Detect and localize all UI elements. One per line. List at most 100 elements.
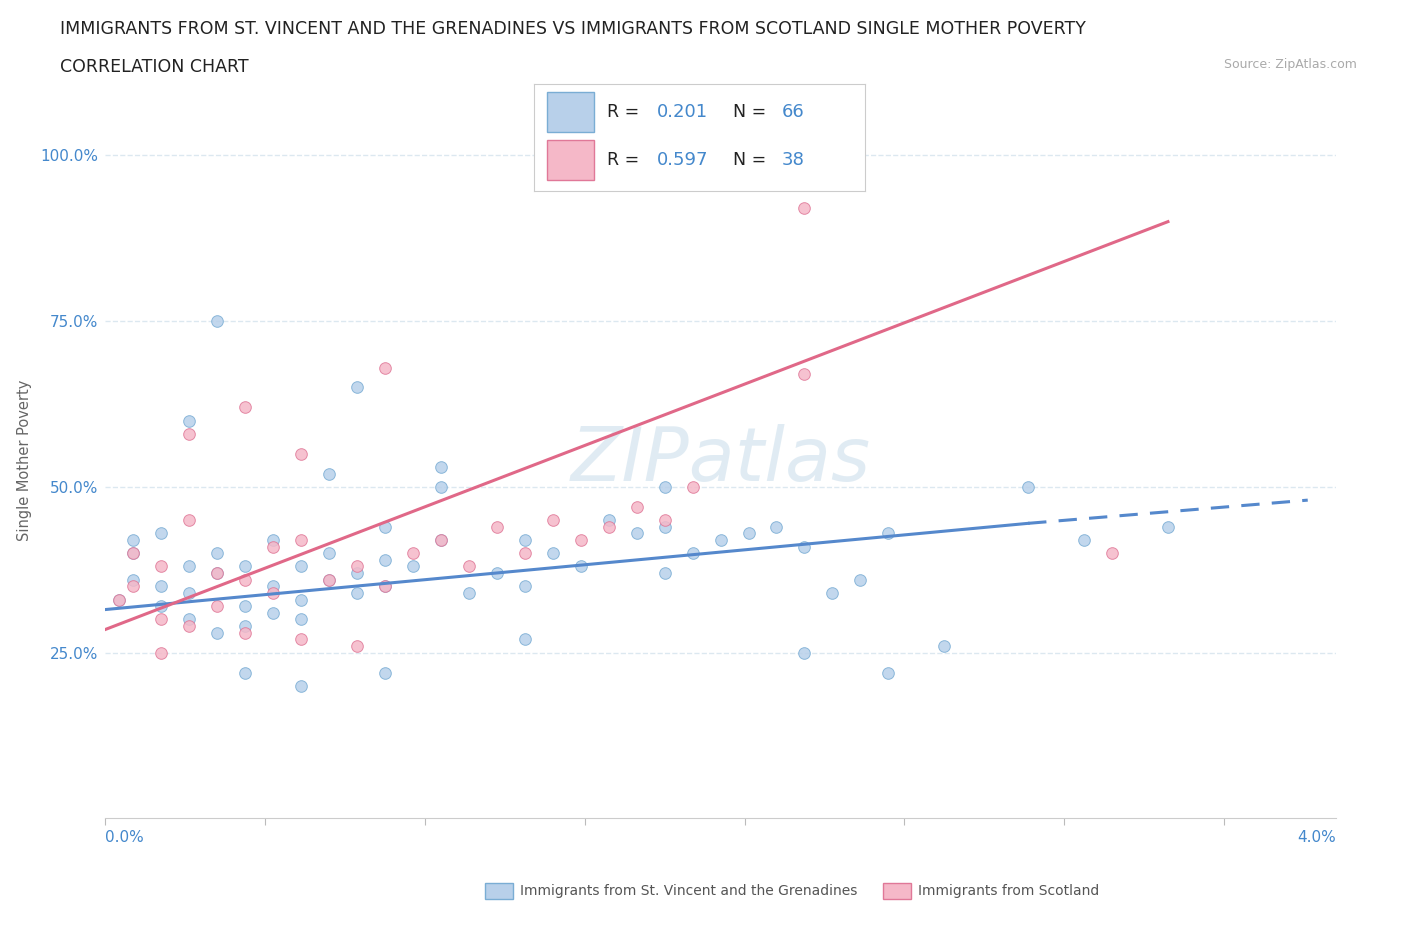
Point — [821, 586, 844, 601]
Point — [290, 592, 312, 607]
Point — [233, 559, 256, 574]
Point — [290, 446, 312, 461]
Point — [569, 559, 592, 574]
Point — [430, 459, 453, 474]
Point — [207, 599, 229, 614]
Point — [710, 533, 733, 548]
Point — [569, 533, 592, 548]
Point — [513, 546, 536, 561]
Text: 4.0%: 4.0% — [1296, 830, 1336, 844]
FancyBboxPatch shape — [547, 140, 593, 180]
Text: ZIPatlas: ZIPatlas — [571, 424, 870, 497]
Point — [262, 539, 284, 554]
Point — [233, 665, 256, 680]
Point — [513, 578, 536, 593]
Text: Immigrants from St. Vincent and the Grenadines: Immigrants from St. Vincent and the Gren… — [520, 884, 858, 898]
Point — [654, 519, 676, 534]
Point — [150, 525, 173, 540]
Point — [290, 678, 312, 693]
Point — [1073, 533, 1095, 548]
Point — [318, 572, 340, 587]
Point — [179, 612, 201, 627]
Point — [122, 546, 145, 561]
Point — [430, 480, 453, 495]
Point — [485, 565, 508, 580]
Y-axis label: Single Mother Poverty: Single Mother Poverty — [17, 379, 32, 541]
Point — [485, 519, 508, 534]
Point — [877, 525, 900, 540]
Point — [150, 612, 173, 627]
Text: 0.0%: 0.0% — [105, 830, 145, 844]
Point — [150, 559, 173, 574]
Point — [849, 572, 872, 587]
Point — [207, 546, 229, 561]
Point — [654, 480, 676, 495]
Point — [877, 665, 900, 680]
Point — [541, 546, 564, 561]
Point — [374, 519, 396, 534]
Point — [793, 366, 815, 381]
Text: IMMIGRANTS FROM ST. VINCENT AND THE GRENADINES VS IMMIGRANTS FROM SCOTLAND SINGL: IMMIGRANTS FROM ST. VINCENT AND THE GREN… — [60, 20, 1087, 38]
Point — [374, 360, 396, 375]
Point — [150, 599, 173, 614]
Point — [318, 466, 340, 481]
Text: CORRELATION CHART: CORRELATION CHART — [60, 58, 249, 75]
Point — [233, 572, 256, 587]
Point — [233, 618, 256, 633]
Point — [122, 533, 145, 548]
Point — [207, 565, 229, 580]
Point — [513, 533, 536, 548]
Point — [122, 546, 145, 561]
Point — [179, 559, 201, 574]
Point — [262, 533, 284, 548]
Point — [346, 639, 368, 654]
Point — [430, 533, 453, 548]
Point — [513, 632, 536, 647]
Point — [150, 645, 173, 660]
Point — [793, 539, 815, 554]
Point — [626, 499, 648, 514]
Point — [179, 426, 201, 441]
Point — [654, 565, 676, 580]
Point — [598, 519, 620, 534]
Point — [374, 578, 396, 593]
Text: R =: R = — [607, 103, 645, 121]
Point — [179, 413, 201, 428]
Text: N =: N = — [733, 103, 772, 121]
Point — [374, 665, 396, 680]
Point — [150, 578, 173, 593]
Point — [122, 572, 145, 587]
Point — [262, 605, 284, 620]
Point — [318, 572, 340, 587]
Point — [233, 625, 256, 640]
Point — [207, 565, 229, 580]
Point — [1101, 546, 1123, 561]
Point — [654, 512, 676, 527]
Point — [458, 586, 481, 601]
Point — [179, 512, 201, 527]
Point — [179, 618, 201, 633]
Point — [290, 533, 312, 548]
Point — [598, 512, 620, 527]
Point — [402, 546, 425, 561]
Point — [626, 525, 648, 540]
Point — [207, 625, 229, 640]
Point — [318, 546, 340, 561]
Point — [108, 592, 131, 607]
Point — [402, 559, 425, 574]
Point — [262, 578, 284, 593]
Point — [233, 599, 256, 614]
Point — [793, 645, 815, 660]
Point — [1017, 480, 1039, 495]
Text: Source: ZipAtlas.com: Source: ZipAtlas.com — [1223, 58, 1357, 71]
FancyBboxPatch shape — [547, 92, 593, 132]
Point — [179, 586, 201, 601]
Point — [290, 559, 312, 574]
Point — [934, 639, 956, 654]
Point — [1157, 519, 1180, 534]
Point — [122, 578, 145, 593]
Point — [346, 586, 368, 601]
Point — [346, 380, 368, 395]
Text: N =: N = — [733, 152, 772, 169]
Point — [541, 512, 564, 527]
